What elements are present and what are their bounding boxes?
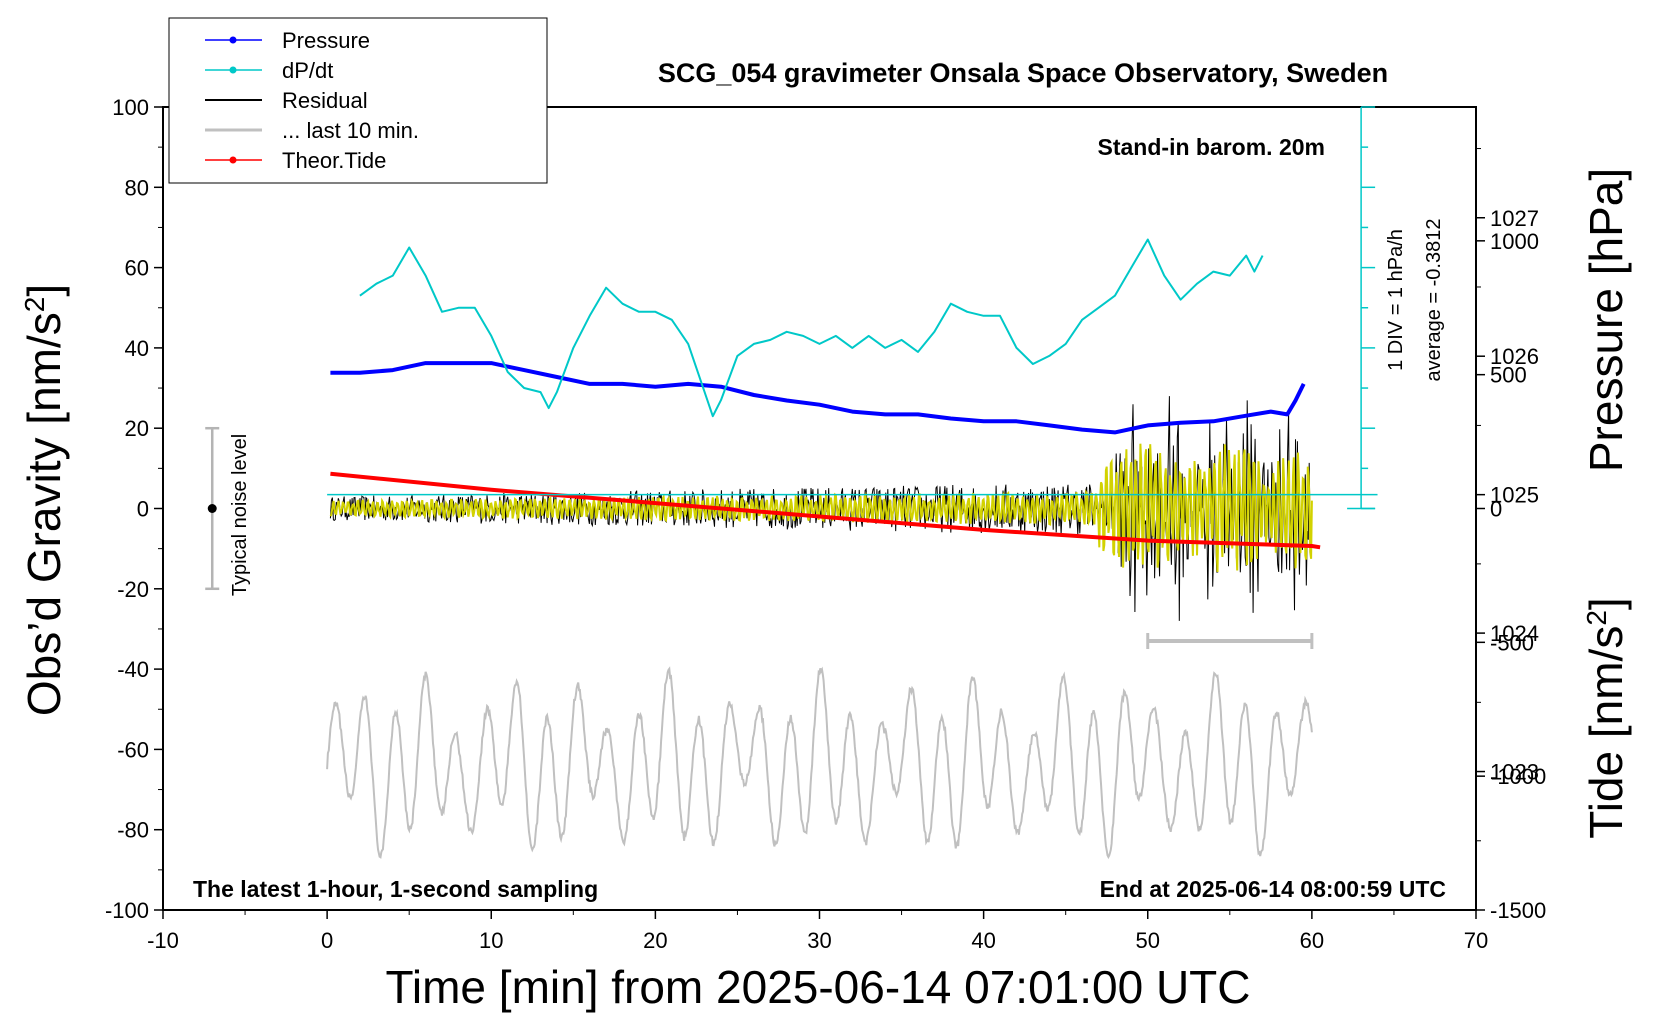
end-time-note: End at 2025-06-14 08:00:59 UTC [1100, 876, 1446, 902]
legend-item-dp-dt: dP/dt [205, 58, 333, 83]
legend: Pressure dP/dt Residual ... last 10 min. The… [168, 17, 548, 184]
legend-items: Pressure dP/dt Residual ... last 10 min. The… [205, 28, 419, 173]
x-tick-label: 50 [1136, 928, 1160, 953]
legend-item-dp-dt-label: dP/dt [282, 58, 333, 83]
y-tick-label-gravity: -80 [117, 818, 149, 843]
x-tick-label: 60 [1300, 928, 1324, 953]
y-tick-label-tide: -1500 [1490, 898, 1546, 923]
y-axis-title-pressure: Pressure [hPa] [1580, 168, 1632, 472]
y-tick-label-gravity: 20 [125, 416, 149, 441]
legend-item-dp-dt-marker [229, 66, 237, 74]
y-axis-title-tide-main: Tide [nm/s [1580, 626, 1632, 839]
x-axis-title: Time [min] from 2025-06-14 07:01:00 UTC [386, 961, 1251, 1013]
y-tick-label-pressure: 1023 [1490, 760, 1539, 785]
y-tick-label-pressure: 1024 [1490, 621, 1539, 646]
ticks-layer: -10 0 10 20 30 40 50 60 70-100-80-60-40-20020406… [105, 95, 1546, 953]
div-label: 1 DIV = 1 hPa/h [1385, 229, 1407, 371]
y-axis-title-tide-sup: 2 [1581, 610, 1612, 626]
legend-item-pressure-marker [229, 36, 237, 44]
legend-item-last-min: ... last 10 min. [205, 118, 419, 143]
chart-title: SCG_054 gravimeter Onsala Space Observat… [658, 58, 1388, 88]
x-tick-label: 20 [643, 928, 667, 953]
x-tick-label: 10 [479, 928, 503, 953]
y-axis-title-gravity-close: ] [18, 284, 70, 297]
y-axis-title-gravity-sup: 2 [19, 297, 50, 313]
legend-item-theor-tide: Theor.Tide [205, 148, 386, 173]
dp-dt-series-line [359, 238, 1264, 418]
x-tick-label: 0 [321, 928, 333, 953]
y-tick-label-gravity: -40 [117, 657, 149, 682]
y-tick-label-gravity: -20 [117, 577, 149, 602]
y-tick-label-gravity: 40 [125, 336, 149, 361]
y-tick-label-pressure: 1026 [1490, 344, 1539, 369]
y-tick-label-pressure: 1025 [1490, 483, 1539, 508]
y-tick-label-gravity: 100 [112, 95, 149, 120]
y-tick-label-gravity: -100 [105, 898, 149, 923]
y-axis-title-gravity: Obs’d Gravity [nm/s2] [18, 284, 70, 716]
last10-series-line [326, 666, 1313, 860]
x-tick-label: 70 [1464, 928, 1488, 953]
barometer-note: Stand-in barom. 20m [1098, 134, 1325, 160]
y-tick-label-tide: 0 [1490, 497, 1502, 522]
y-tick-label-tide: -1000 [1490, 764, 1546, 789]
noise-label: Typical noise level [229, 434, 251, 596]
x-tick-label: 40 [971, 928, 995, 953]
noise-bar-center [207, 504, 217, 513]
series-layer [326, 238, 1321, 860]
y-tick-label-gravity: 80 [125, 175, 149, 200]
legend-item-last-min-label: ... last 10 min. [282, 118, 419, 143]
legend-item-pressure: Pressure [205, 28, 370, 53]
y-tick-label-pressure: 1027 [1490, 206, 1539, 231]
legend-item-residual-label: Residual [282, 88, 368, 113]
legend-item-pressure-label: Pressure [282, 28, 370, 53]
legend-item-theor-tide-label: Theor.Tide [282, 148, 386, 173]
legend-item-residual: Residual [205, 88, 368, 113]
y-axis-title-gravity-main: Obs’d Gravity [nm/s [18, 312, 70, 716]
y-tick-label-tide: -500 [1490, 630, 1534, 655]
pressure-series-line [330, 361, 1306, 435]
y-tick-label-tide: 1000 [1490, 229, 1539, 254]
y-axis-title-tide: Tide [nm/s2] [1580, 597, 1632, 838]
average-label: average = -0.3812 [1423, 219, 1445, 382]
y-axis-title-tide-close: ] [1580, 597, 1632, 610]
y-tick-label-gravity: 60 [125, 256, 149, 281]
x-tick-label: -10 [147, 928, 179, 953]
y-tick-label-gravity: -60 [117, 737, 149, 762]
filtered-series-line [329, 443, 1313, 573]
theor-tide-series-line [330, 471, 1321, 550]
sampling-note: The latest 1-hour, 1-second sampling [193, 876, 598, 902]
x-tick-label: 30 [807, 928, 831, 953]
y-tick-label-tide: 500 [1490, 363, 1527, 388]
y-tick-label-gravity: 0 [137, 497, 149, 522]
legend-item-theor-tide-marker [229, 156, 237, 164]
marks-layer [205, 106, 1378, 649]
